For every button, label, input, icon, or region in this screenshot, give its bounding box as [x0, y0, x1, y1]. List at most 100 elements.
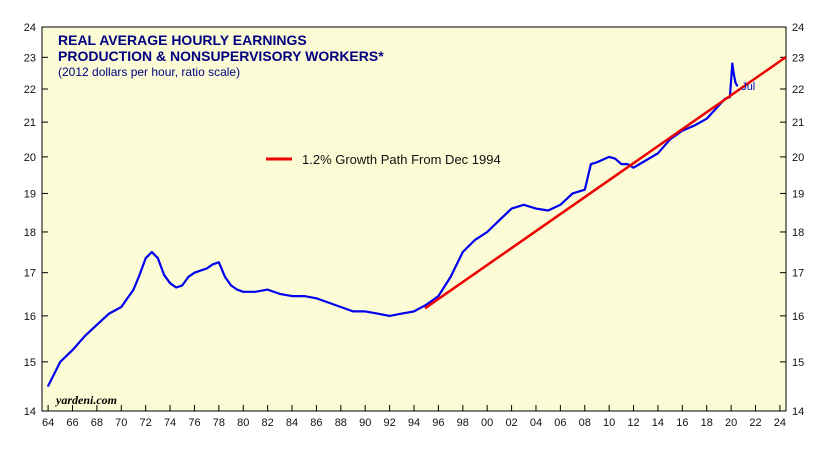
x-tick-label: 10 [603, 417, 615, 429]
data-point-real-earnings [590, 163, 592, 166]
x-tick-label: 74 [164, 417, 176, 429]
x-tick-label: 94 [408, 417, 420, 429]
y-tick-label-left: 19 [24, 188, 36, 200]
data-point-real-earnings [181, 284, 184, 287]
data-point-real-earnings [352, 310, 354, 313]
data-point-real-earnings [547, 209, 550, 212]
data-point-real-earnings [413, 310, 415, 313]
data-point-real-earnings [83, 335, 86, 338]
series-line-real-earnings [47, 62, 739, 387]
y-tick-label-right: 19 [792, 188, 804, 200]
x-tick-label: 80 [237, 417, 249, 429]
data-point-real-earnings [449, 276, 452, 278]
data-point-real-earnings [632, 166, 635, 169]
y-tick-label-left: 18 [24, 227, 36, 239]
y-tick-label-right: 18 [792, 227, 804, 239]
data-point-real-earnings [731, 62, 734, 65]
y-axis-left: 14 15 16 17 18 19 20 21 22 23 24 [24, 22, 48, 418]
x-axis: 64 66 68 70 72 74 76 78 80 82 84 86 88 90 92 94 96 98 00 02… [42, 405, 786, 429]
y-tick-label-right: 14 [792, 406, 804, 418]
data-point-real-earnings [522, 203, 525, 206]
x-tick-label: 18 [701, 417, 713, 429]
data-point-real-earnings [571, 192, 574, 195]
data-point-real-earnings [138, 273, 141, 276]
data-point-real-earnings [205, 267, 208, 270]
data-point-real-earnings [620, 163, 623, 166]
y-tick-label-right: 20 [792, 152, 804, 164]
data-point-real-earnings [657, 152, 659, 155]
chart-subtitle: (2012 dollars per hour, ratio scale) [58, 65, 240, 79]
x-tick-label: 96 [432, 417, 444, 429]
data-point-real-earnings [144, 257, 147, 260]
data-point-real-earnings [199, 269, 202, 272]
series-layer [47, 55, 787, 387]
data-point-real-earnings [211, 263, 214, 266]
data-point-real-earnings [376, 312, 379, 315]
data-point-real-earnings [242, 290, 245, 293]
x-tick-label: 16 [676, 417, 688, 429]
x-tick-label: 72 [140, 417, 152, 429]
data-point-real-earnings [254, 290, 257, 293]
data-point-real-earnings [614, 157, 617, 160]
data-point-real-earnings [732, 72, 735, 74]
data-point-real-earnings [108, 312, 110, 315]
data-point-real-earnings [120, 306, 123, 308]
x-tick-label: 76 [188, 417, 200, 429]
data-point-real-earnings [224, 276, 226, 278]
data-point-real-earnings [559, 203, 562, 206]
y-tick-label-right: 17 [792, 268, 804, 280]
data-point-real-earnings [132, 288, 135, 291]
x-tick-label: 70 [115, 417, 127, 429]
x-tick-label: 86 [310, 417, 322, 429]
data-point-real-earnings [175, 286, 178, 289]
data-point-real-earnings [437, 295, 440, 297]
x-tick-label: 82 [262, 417, 274, 429]
x-tick-label: 06 [554, 417, 566, 429]
data-point-real-earnings [59, 360, 62, 363]
chart-title-line2: PRODUCTION & NONSUPERVISORY WORKERS* [58, 48, 384, 64]
plot-area [41, 26, 787, 412]
x-tick-label: 98 [457, 417, 469, 429]
data-point-real-earnings [236, 288, 239, 291]
x-tick-label: 04 [530, 417, 542, 429]
data-point-real-earnings [327, 301, 330, 304]
data-point-real-earnings [535, 207, 537, 210]
data-point-real-earnings [583, 188, 586, 191]
x-tick-label: 08 [579, 417, 591, 429]
data-point-real-earnings [96, 323, 98, 326]
data-point-real-earnings [230, 284, 232, 287]
y-tick-label-left: 17 [24, 268, 36, 280]
y-tick-label-right: 16 [792, 311, 804, 323]
data-point-real-earnings [734, 81, 737, 84]
y-tick-label-left: 14 [24, 406, 36, 418]
data-point-real-earnings [266, 288, 269, 291]
data-point-real-earnings [157, 257, 159, 260]
data-point-real-earnings [47, 385, 49, 387]
source-label: yardeni.com [54, 393, 117, 407]
data-point-real-earnings [693, 124, 696, 127]
x-tick-label: 66 [66, 417, 78, 429]
data-point-real-earnings [626, 163, 629, 166]
x-tick-label: 78 [213, 417, 225, 429]
data-point-real-earnings [388, 315, 391, 317]
data-point-real-earnings [425, 303, 428, 306]
data-point-real-earnings [193, 271, 196, 274]
data-point-real-earnings [596, 161, 598, 164]
data-point-real-earnings [498, 219, 501, 222]
x-tick-label: 14 [652, 417, 664, 429]
legend-label-growth-path: 1.2% Growth Path From Dec 1994 [302, 152, 501, 167]
data-point-real-earnings [339, 306, 342, 308]
x-tick-label: 64 [42, 417, 54, 429]
data-point-real-earnings [400, 312, 403, 315]
chart-title-line1: REAL AVERAGE HOURLY EARNINGS [58, 32, 307, 48]
data-point-real-earnings [291, 295, 293, 297]
x-tick-label: 88 [335, 417, 347, 429]
data-point-real-earnings [644, 159, 647, 162]
y-axis-right: 14 15 16 17 18 19 20 21 22 23 24 [780, 22, 804, 418]
y-tick-label-left: 15 [24, 357, 36, 369]
data-point-real-earnings [169, 282, 172, 285]
x-tick-label: 84 [286, 417, 298, 429]
y-tick-label-right: 15 [792, 357, 804, 369]
data-point-real-earnings [150, 251, 153, 253]
data-point-real-earnings [71, 349, 74, 351]
